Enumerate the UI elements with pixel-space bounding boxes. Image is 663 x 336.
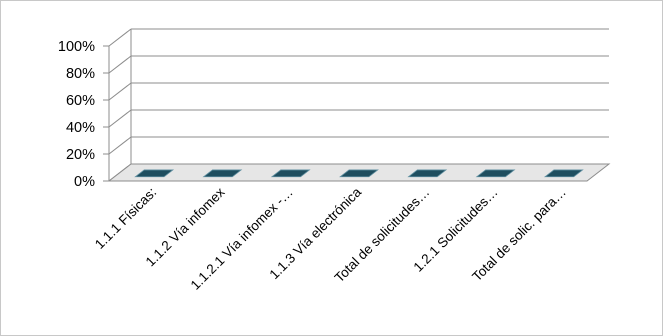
bar-top	[407, 169, 448, 178]
bar-top	[543, 169, 584, 178]
y-tick-label: 80%	[66, 66, 95, 82]
side-gridline	[108, 28, 132, 47]
bar-top	[134, 169, 175, 178]
y-tick-label: 60%	[66, 93, 95, 109]
y-tick-label: 100%	[58, 39, 95, 55]
bar-top	[202, 169, 243, 178]
side-gridline	[108, 109, 132, 128]
bar-top	[339, 169, 379, 178]
category-label: 1.1.1 Físicas:	[92, 185, 159, 252]
bar-top	[475, 169, 516, 178]
y-tick-label: 40%	[66, 120, 95, 136]
y-tick-label: 20%	[66, 147, 95, 163]
bar-top	[270, 169, 311, 178]
side-gridline	[108, 55, 132, 74]
side-gridline	[108, 136, 132, 155]
y-tick-label: 0%	[74, 174, 95, 190]
side-gridline	[108, 82, 132, 101]
